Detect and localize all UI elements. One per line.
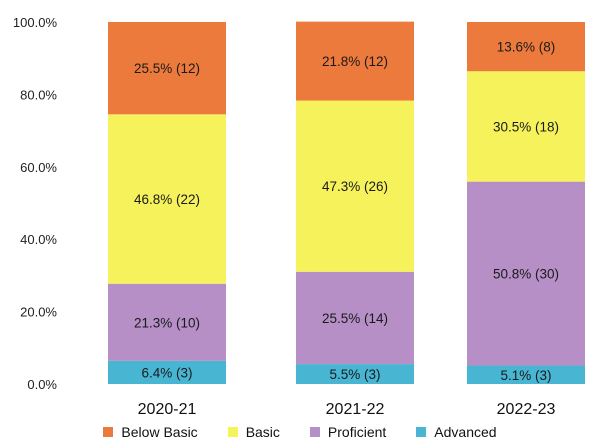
- legend-swatch: [309, 427, 320, 437]
- legend-swatch: [103, 427, 114, 437]
- x-category-label: 2022-23: [497, 401, 556, 418]
- data-label: 21.8% (12): [322, 54, 388, 69]
- bar-segment-below-basic: [108, 22, 226, 115]
- bar-segment-advanced: [296, 364, 414, 384]
- bar-segment-proficient: [296, 271, 414, 365]
- data-label: 30.5% (18): [493, 119, 559, 134]
- data-label: 13.6% (8): [497, 40, 556, 55]
- data-label: 50.8% (30): [493, 267, 559, 282]
- legend-label: Advanced: [434, 424, 497, 440]
- data-label: 25.5% (14): [322, 311, 388, 326]
- bar-segment-basic: [108, 114, 226, 284]
- bar-segment-proficient: [108, 283, 226, 361]
- y-tick-label: 100.0%: [13, 15, 58, 30]
- bar-segment-basic: [467, 71, 585, 182]
- legend-item: Below Basic: [103, 424, 198, 440]
- bar-segment-advanced: [108, 360, 226, 384]
- y-tick-label: 80.0%: [20, 87, 57, 102]
- y-tick-label: 0.0%: [27, 377, 57, 392]
- bar-segment-advanced: [467, 365, 585, 384]
- legend-item: Advanced: [416, 424, 497, 440]
- x-axis: 2020-21 2021-22 2022-23: [138, 401, 556, 418]
- y-tick-label: 40.0%: [20, 232, 57, 247]
- y-axis: 0.0% 20.0% 40.0% 60.0% 80.0% 100.0%: [13, 15, 58, 392]
- x-category-label: 2020-21: [138, 401, 197, 418]
- legend-swatch: [227, 427, 238, 437]
- bar-segment-below-basic: [296, 21, 414, 101]
- legend-item: Proficient: [309, 424, 387, 440]
- data-label: 6.4% (3): [141, 365, 192, 380]
- data-label: 21.3% (10): [134, 315, 200, 330]
- bar-segment-basic: [296, 100, 414, 272]
- legend-label: Basic: [245, 424, 280, 440]
- x-category-label: 2021-22: [326, 401, 385, 418]
- bar-segment-proficient: [467, 181, 585, 366]
- y-tick-label: 60.0%: [20, 160, 57, 175]
- legend-item: Basic: [227, 424, 280, 440]
- data-label: 5.5% (3): [329, 367, 380, 382]
- data-label: 25.5% (12): [134, 61, 200, 76]
- bar-segment-below-basic: [467, 22, 585, 72]
- bars: 6.4% (3) 21.3% (10) 46.8% (22) 25.5% (12) 5.…: [108, 21, 585, 384]
- legend-label: Proficient: [327, 424, 387, 440]
- legend-swatch: [416, 427, 427, 437]
- y-tick-label: 20.0%: [20, 305, 57, 320]
- data-label: 47.3% (26): [322, 179, 388, 194]
- legend-label: Below Basic: [121, 424, 198, 440]
- data-label: 5.1% (3): [500, 368, 551, 383]
- data-label: 46.8% (22): [134, 192, 200, 207]
- legend: Below Basic Basic Proficient Advanced: [0, 423, 600, 441]
